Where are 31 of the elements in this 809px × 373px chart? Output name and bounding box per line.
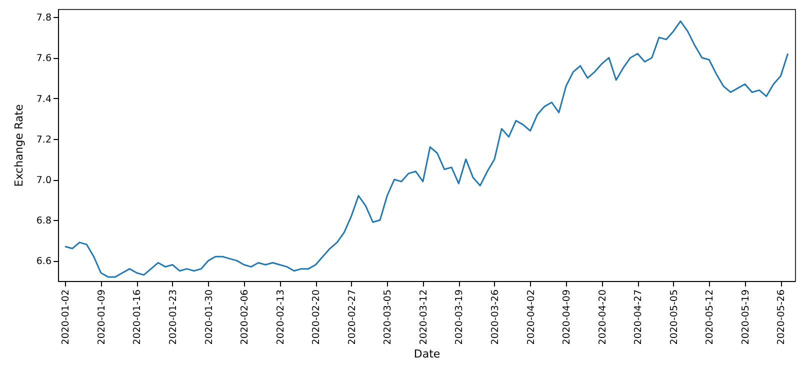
x-tick-label: 2020-04-02 bbox=[526, 290, 537, 345]
x-tick-label: 2020-03-12 bbox=[418, 290, 430, 345]
x-tick-label: 2020-02-27 bbox=[346, 290, 358, 345]
line-series bbox=[64, 20, 789, 278]
x-tick-label: 2020-05-12 bbox=[704, 290, 716, 345]
x-tick-label: 2020-05-05 bbox=[668, 290, 680, 345]
x-tick-label: 2020-02-13 bbox=[275, 290, 286, 345]
x-tick-label: 2020-02-20 bbox=[311, 290, 322, 345]
y-tick-label: 7.6 bbox=[36, 53, 52, 64]
x-tick-label: 2020-01-23 bbox=[168, 290, 179, 345]
x-tick-label: 2020-02-06 bbox=[240, 290, 251, 345]
x-tick-label: 2020-03-05 bbox=[382, 290, 394, 345]
y-tick-label: 7.8 bbox=[36, 12, 52, 24]
x-tick-label: 2020-03-26 bbox=[490, 290, 501, 345]
y-tick-label: 6.8 bbox=[36, 216, 52, 227]
x-tick-label: 2020-05-26 bbox=[776, 290, 788, 345]
x-tick-label: 2020-01-02 bbox=[60, 290, 72, 345]
x-tick-label: 2020-01-30 bbox=[204, 290, 215, 345]
y-tick-label: 6.6 bbox=[36, 256, 52, 268]
x-tick-label: 2020-04-20 bbox=[597, 290, 608, 345]
y-tick-label: 7.0 bbox=[36, 175, 52, 186]
x-tick-label: 2020-05-19 bbox=[740, 290, 752, 345]
x-tick-label: 2020-04-27 bbox=[633, 290, 644, 345]
x-tick-label: 2020-01-09 bbox=[96, 290, 108, 345]
y-tick-label: 7.4 bbox=[36, 94, 52, 105]
x-tick-label: 2020-04-09 bbox=[562, 290, 573, 345]
y-tick-label: 7.2 bbox=[36, 134, 52, 146]
y-axis-title: Exchange Rate bbox=[12, 104, 26, 187]
x-tick-label: 2020-03-19 bbox=[454, 290, 466, 345]
x-axis-title: Date bbox=[414, 348, 440, 361]
x-tick-label: 2020-01-16 bbox=[132, 290, 144, 345]
